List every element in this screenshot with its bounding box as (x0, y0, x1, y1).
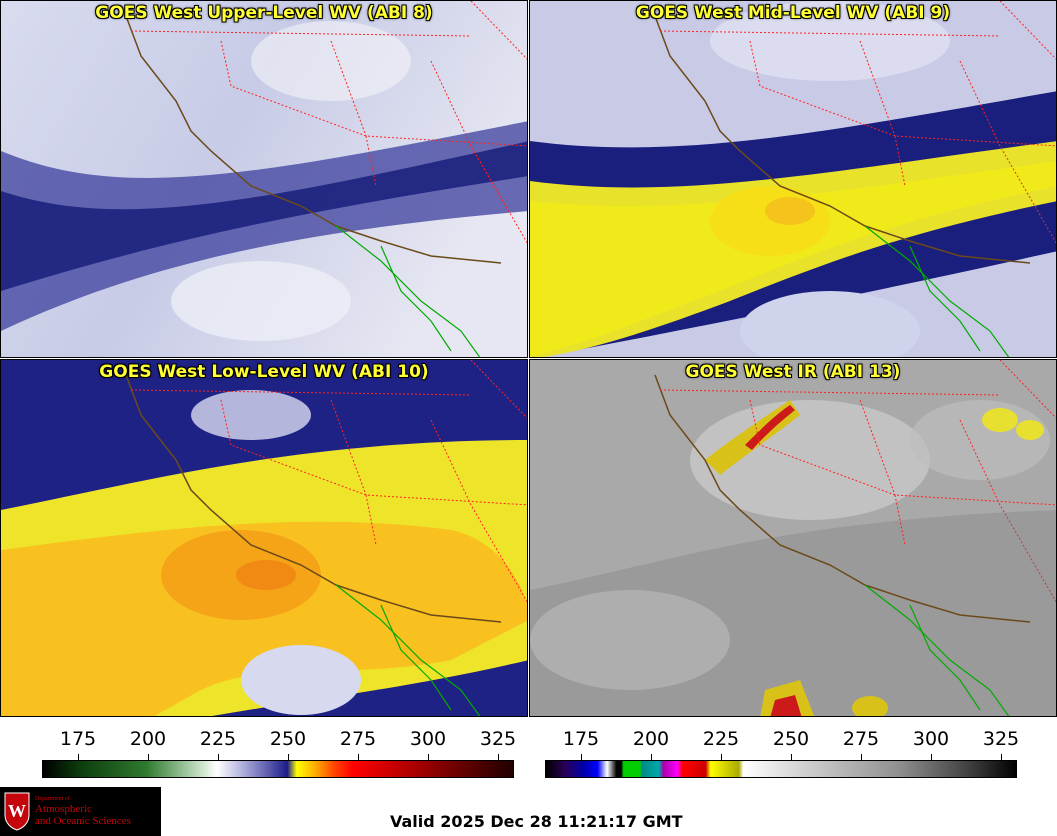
panel-title: GOES West Upper-Level WV (ABI 8) (95, 3, 433, 23)
tick-label: 225 (702, 728, 740, 750)
panel-title: GOES West IR (ABI 13) (685, 362, 901, 382)
upper-level-wv-image (1, 1, 527, 357)
tick-label: 275 (842, 728, 880, 750)
logo-line2: and Oceanic Sciences (35, 815, 131, 827)
tick-label: 300 (912, 728, 950, 750)
ir-colorbar (545, 760, 1017, 778)
tick-label: 200 (129, 728, 167, 750)
shield-letter: W (8, 801, 26, 821)
ir-image (530, 360, 1056, 716)
upper-level-wv-panel: GOES West Upper-Level WV (ABI 8) (0, 0, 528, 358)
uw-shield-icon: W (4, 792, 30, 831)
tick-label: 275 (339, 728, 377, 750)
ir-colorbar-ticks: 175 200 225 250 275 300 325 (545, 728, 1020, 760)
logo-line1: Atmospheric (35, 803, 92, 815)
aos-logo[interactable]: W Department of Atmospheric and Oceanic … (0, 787, 161, 836)
tick-label: 225 (199, 728, 237, 750)
tick-label: 250 (269, 728, 307, 750)
mid-level-wv-panel: GOES West Mid-Level WV (ABI 9) (529, 0, 1057, 358)
panel-title: GOES West Mid-Level WV (ABI 9) (635, 3, 951, 23)
low-level-wv-panel: GOES West Low-Level WV (ABI 10) (0, 359, 528, 717)
valid-time-label: Valid 2025 Dec 28 11:21:17 GMT (390, 812, 683, 831)
wv-colorbar (42, 760, 514, 778)
tick-label: 200 (632, 728, 670, 750)
tick-label: 325 (982, 728, 1020, 750)
logo-dept-text: Department of (35, 796, 70, 802)
tick-label: 175 (562, 728, 600, 750)
tick-label: 300 (409, 728, 447, 750)
mid-level-wv-image (530, 1, 1056, 357)
ir-panel: GOES West IR (ABI 13) (529, 359, 1057, 717)
tick-label: 175 (59, 728, 97, 750)
low-level-wv-image (1, 360, 527, 716)
tick-label: 325 (479, 728, 517, 750)
panel-title: GOES West Low-Level WV (ABI 10) (99, 362, 429, 382)
wv-colorbar-ticks: 175 200 225 250 275 300 325 (42, 728, 517, 760)
tick-label: 250 (772, 728, 810, 750)
